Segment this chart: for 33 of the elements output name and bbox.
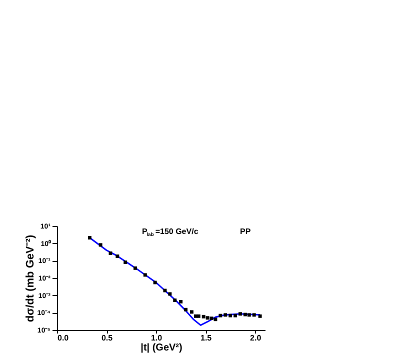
x-tick-label: 1.0: [150, 334, 163, 342]
x-tick-label: 1.5: [200, 334, 212, 342]
point: [196, 314, 200, 318]
x-tick-label: 2.0: [250, 334, 262, 342]
point: [134, 266, 137, 270]
annotation: PP: [240, 227, 252, 236]
point: [228, 314, 232, 318]
point: [202, 314, 206, 318]
point: [252, 313, 256, 317]
point: [98, 243, 102, 247]
point: [173, 298, 177, 302]
y-axis-title: dσ/dt (mb GeV⁻²): [24, 234, 36, 322]
point: [124, 260, 128, 264]
point: [206, 316, 210, 320]
line-series: [88, 237, 261, 326]
point: [218, 314, 222, 318]
point: [238, 312, 242, 316]
point: [243, 312, 247, 316]
x-axis-title: |t| (GeV²): [140, 342, 182, 354]
point: [168, 292, 172, 296]
point: [234, 314, 238, 318]
point: [116, 254, 120, 258]
x-tick-label: 0.0: [58, 334, 70, 342]
point: [190, 310, 194, 314]
point: [143, 273, 147, 277]
point: [247, 313, 251, 317]
x-tick-label: 0.5: [101, 334, 114, 342]
point: [258, 314, 262, 318]
point: [224, 313, 228, 317]
point: [179, 300, 183, 304]
point: [88, 236, 92, 240]
point: [214, 318, 218, 322]
point: [184, 308, 188, 312]
